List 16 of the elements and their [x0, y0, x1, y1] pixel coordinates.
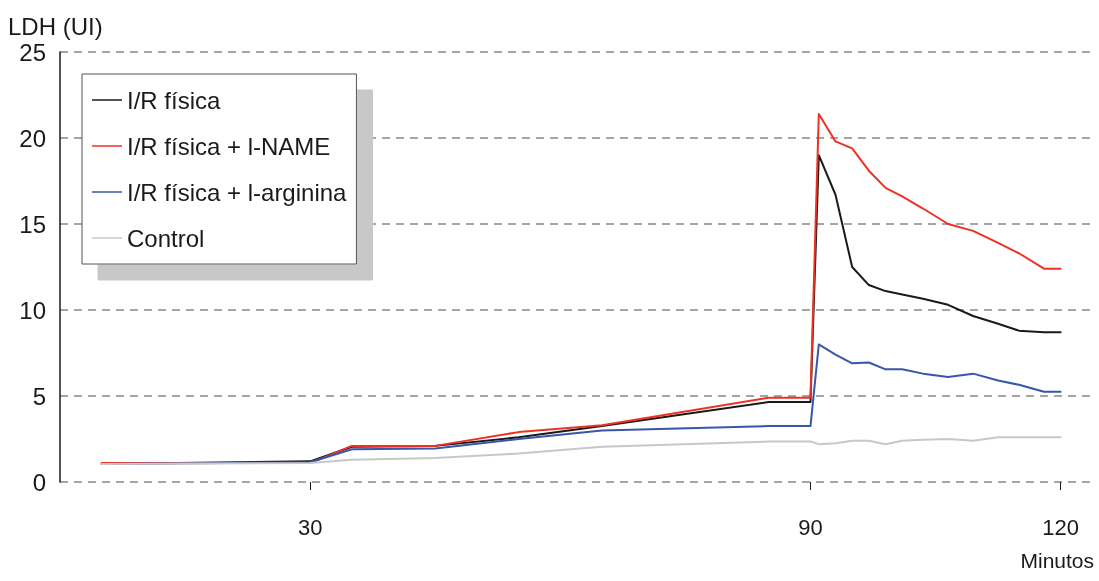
y-tick-label: 25 — [19, 38, 46, 66]
y-tick-label: 15 — [19, 210, 46, 238]
x-tick-label: 120 — [1042, 514, 1079, 540]
line-series — [100, 436, 1062, 465]
legend-label: I/R física — [127, 86, 221, 114]
legend-label: I/R física + l-NAME — [127, 132, 331, 160]
y-tick-label: 10 — [19, 296, 46, 324]
y-tick-label: 20 — [19, 124, 46, 152]
legend-label: Control — [127, 224, 205, 252]
x-tick-label: 90 — [798, 514, 823, 540]
y-axis-title: LDH (UI) — [8, 12, 103, 40]
x-tick-label: 30 — [297, 514, 323, 540]
x-axis-title: Minutos — [1020, 549, 1094, 572]
legend-label: I/R física + l-arginina — [127, 178, 348, 206]
y-tick-label: 0 — [32, 468, 46, 496]
y-tick-label: 5 — [32, 382, 46, 410]
